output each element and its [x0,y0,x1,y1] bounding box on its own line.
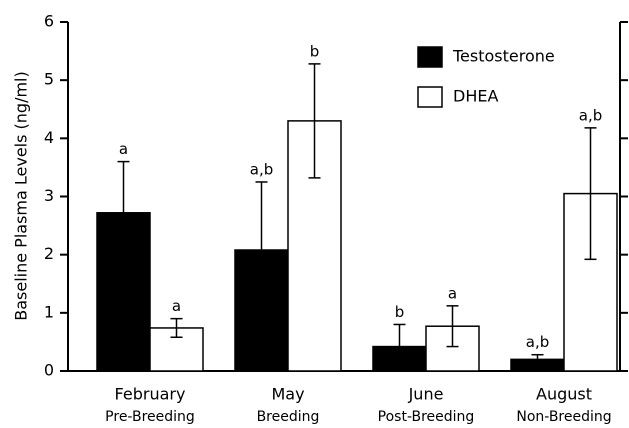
x-tick-label: May [271,385,304,404]
annotation: b [310,42,320,60]
error-bar [531,353,544,365]
error-bar [584,127,597,261]
x-sub-label: Pre-Breeding [105,409,195,425]
error-bar [255,181,268,319]
annotation: a,b [526,333,549,351]
x-sub-label: Non-Breeding [516,409,611,425]
annotation: a,b [250,160,273,178]
annotation: a [448,284,457,302]
y-tick-label: 6 [44,12,54,31]
annotation: a [172,297,181,315]
y-axis-label: Baseline Plasma Levels (ng/ml) [12,71,31,321]
error-bar [446,305,459,348]
x-tick-label: June [408,385,444,404]
error-bar [393,323,406,370]
y-tick-label: 0 [44,361,54,380]
error-bar [308,63,321,179]
y-tick-label: 4 [44,128,54,147]
y-tick-label: 5 [44,70,54,89]
legend-label: Testosterone [452,47,555,66]
y-tick-label: 2 [44,244,54,263]
annotation: a [119,140,128,158]
y-tick-label: 1 [44,302,54,321]
y-tick-label: 3 [44,186,54,205]
annotation: a,b [579,106,602,124]
error-bar [170,317,183,339]
legend-swatch [417,46,443,68]
x-sub-label: Post-Breeding [378,409,475,425]
error-bar [117,160,130,265]
annotation: b [395,303,405,321]
x-tick-label: August [536,385,592,404]
x-tick-label: February [115,385,186,404]
legend-label: DHEA [453,87,498,106]
x-sub-label: Breeding [257,409,320,425]
legend-swatch [417,86,443,108]
